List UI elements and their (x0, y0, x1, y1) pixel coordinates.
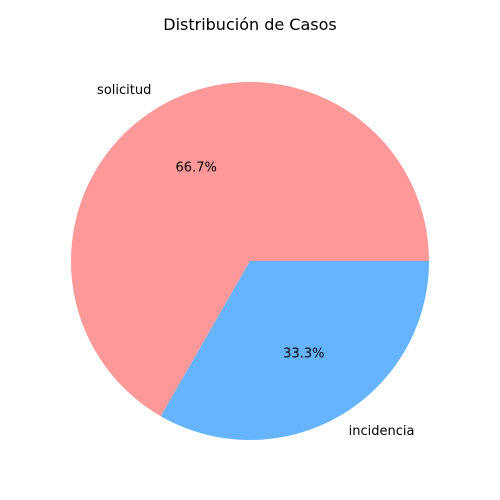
pie-slice-incidencia (160, 261, 429, 440)
slice-label-solicitud: solicitud (97, 83, 151, 98)
pie-labels: solicitud 66.7% incidencia 33.3% (97, 83, 414, 439)
slice-percent-solicitud: 66.7% (176, 161, 217, 176)
slice-percent-incidencia: 33.3% (283, 346, 324, 361)
pie-slice-solicitud (70, 81, 429, 417)
pie-slices (70, 81, 429, 440)
chart-title: Distribución de Casos (163, 15, 336, 34)
slice-label-incidencia: incidencia (349, 424, 415, 439)
